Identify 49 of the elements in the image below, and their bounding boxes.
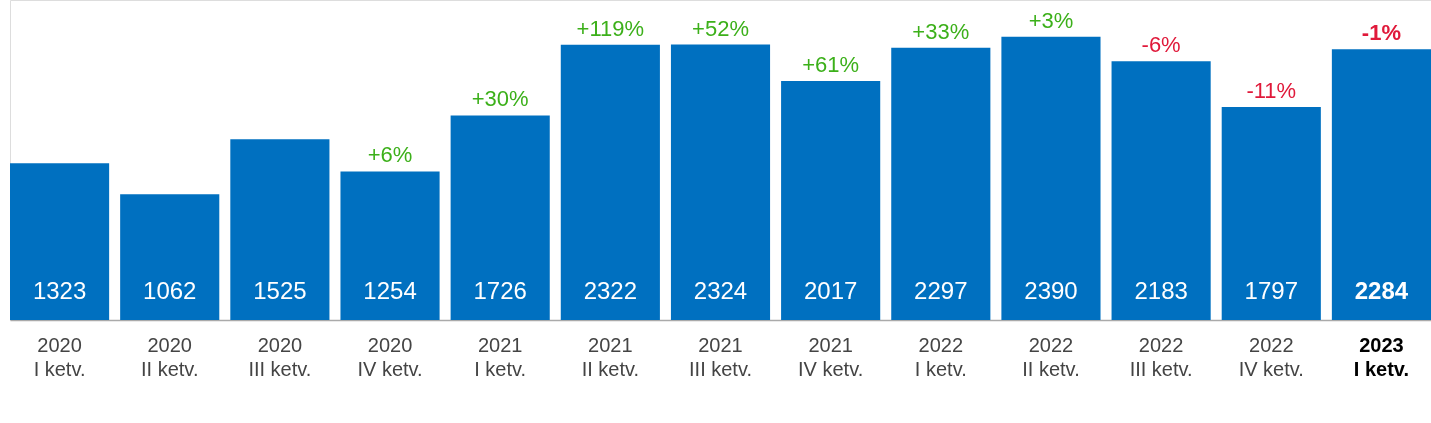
annotation: +119% bbox=[576, 15, 645, 41]
data-label: 2324 bbox=[693, 277, 748, 304]
data-label: 1323 bbox=[32, 277, 87, 304]
bar bbox=[10, 163, 110, 320]
annotation: +30% bbox=[471, 86, 529, 112]
data-label: 1254 bbox=[363, 277, 417, 304]
x-tick-label: 2022 IV ketv. bbox=[1238, 334, 1304, 380]
x-tick-label: 2023 I ketv. bbox=[1353, 334, 1410, 380]
bar bbox=[891, 47, 991, 320]
annotation: -1% bbox=[1361, 20, 1401, 46]
x-tick-label: 2022 II ketv. bbox=[1022, 334, 1080, 380]
annotation: +52% bbox=[692, 15, 749, 41]
x-tick-label: 2020 II ketv. bbox=[141, 334, 199, 380]
x-tick-label: 2022 I ketv. bbox=[914, 334, 967, 380]
data-label: 2183 bbox=[1134, 277, 1188, 304]
annotation: +3% bbox=[1028, 7, 1074, 33]
bar bbox=[670, 44, 771, 320]
data-label: 2017 bbox=[803, 277, 858, 304]
data-label: 2390 bbox=[1024, 277, 1078, 304]
data-label: 1525 bbox=[253, 277, 307, 304]
x-tick-label: 2021 IV ketv. bbox=[798, 334, 864, 380]
data-label: 1726 bbox=[473, 277, 527, 304]
data-label: 2297 bbox=[914, 277, 968, 304]
bar bbox=[1111, 61, 1211, 320]
bar bbox=[1001, 36, 1101, 320]
bar bbox=[340, 171, 440, 320]
x-tick-label: 2022 III ketv. bbox=[1129, 334, 1193, 380]
x-tick-label: 2020 IV ketv. bbox=[357, 334, 423, 380]
bar bbox=[450, 115, 550, 320]
annotation: -11% bbox=[1246, 78, 1297, 104]
bar bbox=[781, 80, 881, 320]
bar bbox=[1331, 49, 1431, 320]
bar bbox=[230, 139, 330, 320]
annotation: +33% bbox=[912, 18, 970, 44]
x-tick-label: 2020 III ketv. bbox=[248, 334, 312, 380]
bar bbox=[1221, 107, 1321, 320]
data-label: 1797 bbox=[1244, 277, 1298, 304]
x-tick-label: 2021 I ketv. bbox=[474, 334, 527, 380]
annotation: +61% bbox=[802, 51, 860, 77]
bar bbox=[120, 194, 220, 320]
bar bbox=[560, 44, 660, 320]
data-label: 2322 bbox=[583, 277, 638, 304]
annotation: +6% bbox=[367, 142, 413, 168]
data-label: 1062 bbox=[143, 277, 197, 304]
x-tick-label: 2021 II ketv. bbox=[581, 334, 640, 380]
x-tick-label: 2021 III ketv. bbox=[689, 334, 752, 380]
data-label: 2284 bbox=[1354, 277, 1409, 304]
annotation: -6% bbox=[1141, 32, 1181, 58]
x-tick-label: 2020 I ketv. bbox=[33, 334, 86, 380]
